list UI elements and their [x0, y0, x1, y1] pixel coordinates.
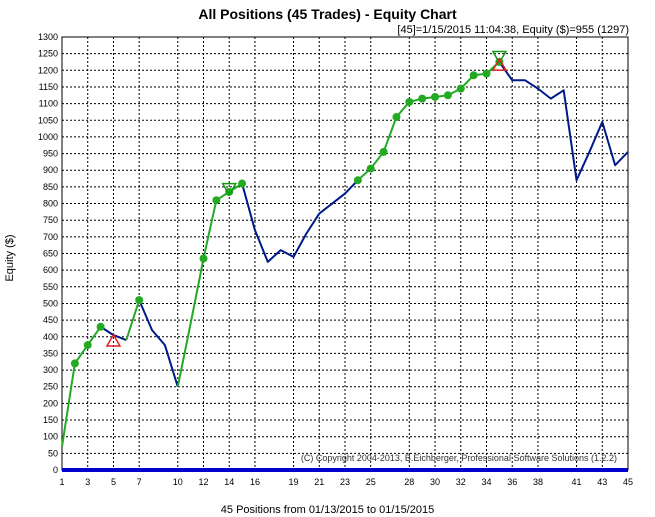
trade-point [135, 296, 144, 305]
equity-segment-losing [498, 61, 629, 182]
equity-segment-winning [125, 299, 141, 341]
x-tick-label: 1 [59, 477, 64, 487]
y-tick-label: 600 [43, 265, 58, 275]
buy-signal-triangle [491, 57, 508, 71]
y-tick-label: 200 [43, 398, 58, 408]
y-tick-label: 150 [43, 415, 58, 425]
buy-signal-triangle [105, 333, 122, 347]
x-tick-label: 32 [456, 477, 466, 487]
y-axis-ticks: 0 50 100 150 200 250 300 350 400 450 500 550 600 650 7… [38, 32, 58, 475]
x-tick-label: 23 [340, 477, 350, 487]
x-tick-label: 3 [85, 477, 90, 487]
x-axis-label: 45 Positions from 01/13/2015 to 01/15/20… [220, 504, 435, 516]
x-tick-label: 7 [137, 477, 142, 487]
x-tick-label: 14 [224, 477, 234, 487]
y-tick-label: 1300 [38, 32, 58, 42]
x-tick-label: 36 [507, 477, 517, 487]
y-tick-label: 350 [43, 348, 58, 358]
y-tick-label: 100 [43, 432, 58, 442]
y-tick-label: 300 [43, 365, 58, 375]
x-tick-label: 41 [572, 477, 582, 487]
sell-signal-triangle [491, 50, 508, 65]
chart-subtitle: [45]=1/15/2015 11:04:38, Equity ($)=955 … [397, 24, 629, 36]
y-tick-label: 700 [43, 232, 58, 242]
y-tick-label: 0 [53, 465, 58, 475]
trade-point [83, 341, 92, 350]
trade-point [482, 69, 491, 78]
signal-annotations [105, 50, 508, 347]
chart-title: All Positions (45 Trades) - Equity Chart [198, 6, 457, 22]
y-tick-label: 50 [48, 448, 58, 458]
trade-point [405, 97, 414, 106]
trade-point [225, 187, 234, 196]
equity-segment-losing [138, 299, 179, 388]
trade-point [70, 359, 79, 368]
trade-point [431, 92, 440, 101]
equity-segment-winning [357, 61, 501, 181]
y-tick-label: 500 [43, 298, 58, 308]
trade-point [199, 254, 208, 263]
y-tick-label: 1050 [38, 115, 58, 125]
y-tick-label: 450 [43, 315, 58, 325]
y-tick-label: 950 [43, 149, 58, 159]
y-tick-label: 550 [43, 282, 58, 292]
trade-point [353, 176, 362, 185]
y-tick-label: 1250 [38, 49, 58, 59]
trade-point [212, 196, 221, 205]
x-tick-label: 10 [173, 477, 183, 487]
x-tick-label: 5 [111, 477, 116, 487]
equity-segment-winning [176, 182, 243, 387]
x-tick-label: 30 [430, 477, 440, 487]
x-tick-label: 43 [597, 477, 607, 487]
equity-segment-winning [61, 326, 102, 447]
x-tick-label: 38 [533, 477, 543, 487]
y-tick-label: 1000 [38, 132, 58, 142]
x-tick-label: 21 [314, 477, 324, 487]
x-tick-label: 12 [198, 477, 208, 487]
trade-point [238, 179, 247, 188]
y-tick-label: 800 [43, 199, 58, 209]
x-tick-label: 19 [289, 477, 299, 487]
sell-signal-triangle [221, 182, 238, 197]
x-tick-label: 25 [366, 477, 376, 487]
trade-point [379, 147, 388, 156]
x-axis-ticks: 1 3 5 7 10 12 14 16 19 21 23 25 28 30 32 34 36 38 41 43 45 [59, 477, 633, 487]
x-tick-label: 28 [404, 477, 414, 487]
y-tick-label: 1100 [39, 99, 58, 109]
y-tick-label: 750 [43, 215, 58, 225]
trade-point [366, 164, 375, 173]
copyright-note: (C) Copyright 2004-2013, B.Eichberger, P… [300, 453, 617, 463]
trade-point [456, 84, 465, 93]
y-tick-label: 900 [43, 165, 58, 175]
trade-point [443, 91, 452, 100]
y-tick-label: 1200 [38, 65, 58, 75]
y-tick-label: 400 [43, 332, 58, 342]
x-tick-label: 34 [481, 477, 491, 487]
trade-point [392, 112, 401, 121]
x-tick-label: 45 [623, 477, 633, 487]
equity-segment-losing [241, 179, 359, 263]
x-tick-label: 16 [250, 477, 260, 487]
trade-point [96, 322, 105, 331]
y-tick-label: 1150 [39, 82, 58, 92]
grid-lines [61, 36, 629, 471]
y-tick-label: 850 [43, 182, 58, 192]
trade-point [418, 94, 427, 103]
y-tick-label: 250 [43, 382, 58, 392]
trade-point [469, 71, 478, 80]
trade-markers [70, 57, 504, 368]
y-tick-label: 650 [43, 249, 58, 259]
